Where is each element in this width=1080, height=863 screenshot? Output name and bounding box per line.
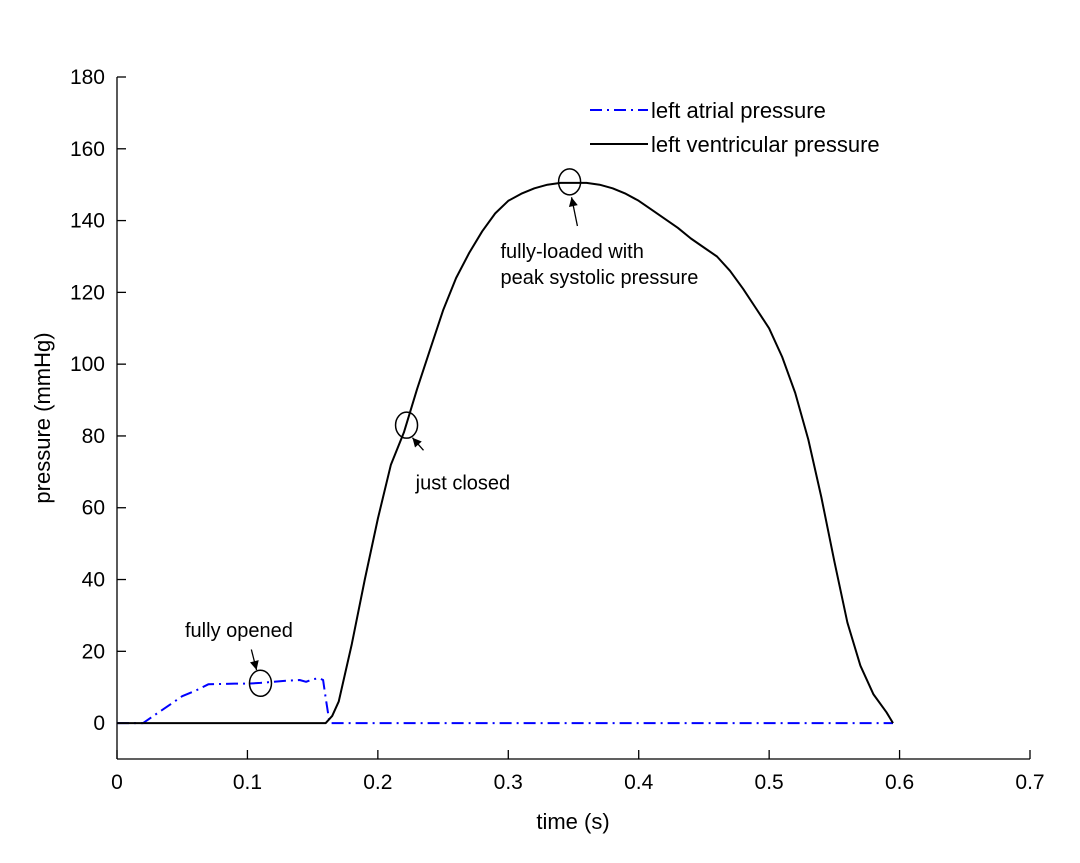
annotation-arrow-head bbox=[249, 660, 259, 670]
x-tick-label: 0.4 bbox=[624, 771, 654, 794]
y-tick-label: 40 bbox=[82, 569, 105, 592]
x-axis-title: time (s) bbox=[536, 809, 609, 834]
annotation-circle bbox=[248, 669, 273, 698]
annotation-label: fully opened bbox=[185, 620, 293, 642]
x-tick-label: 0.5 bbox=[755, 771, 784, 794]
annotation-label: peak systolic pressure bbox=[500, 267, 698, 289]
y-tick-label: 100 bbox=[70, 353, 105, 376]
x-tick-label: 0.2 bbox=[363, 771, 392, 794]
x-tick-label: 0.7 bbox=[1015, 771, 1044, 794]
legend-label: left atrial pressure bbox=[651, 98, 826, 123]
series-line-ventricular bbox=[117, 181, 894, 725]
series-line-atrial bbox=[117, 677, 893, 725]
x-tick-label: 0.6 bbox=[885, 771, 914, 794]
annotation-arrow-head bbox=[412, 437, 422, 448]
annotation-arrow-head bbox=[568, 197, 578, 207]
y-tick-label: 80 bbox=[82, 425, 105, 448]
y-axis-title: pressure (mmHg) bbox=[30, 332, 55, 503]
y-tick-label: 160 bbox=[70, 138, 105, 161]
annotation-label: just closed bbox=[415, 473, 511, 495]
legend-label: left ventricular pressure bbox=[651, 132, 880, 157]
x-tick-label: 0.3 bbox=[494, 771, 523, 794]
y-tick-label: 120 bbox=[70, 281, 105, 304]
y-tick-label: 20 bbox=[82, 640, 105, 663]
annotation-circle bbox=[394, 411, 419, 439]
x-tick-label: 0.1 bbox=[233, 771, 262, 794]
x-tick-label: 0 bbox=[111, 771, 123, 794]
y-tick-label: 180 bbox=[70, 66, 105, 89]
annotation-label: fully-loaded with bbox=[500, 241, 643, 263]
y-tick-label: 140 bbox=[70, 210, 105, 233]
y-tick-label: 0 bbox=[93, 712, 105, 735]
y-tick-label: 60 bbox=[82, 497, 105, 520]
annotation-circle bbox=[557, 168, 582, 196]
